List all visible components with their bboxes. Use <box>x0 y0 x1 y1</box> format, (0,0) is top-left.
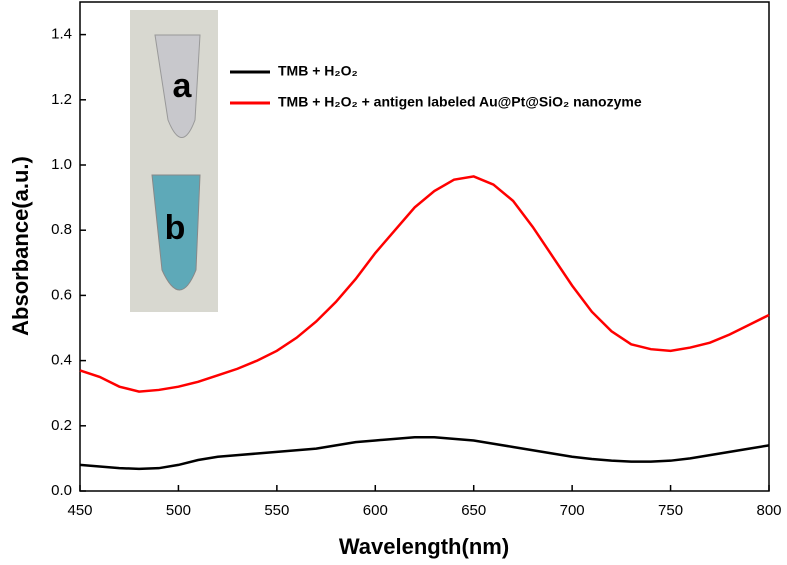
inset-label: b <box>165 209 186 247</box>
legend-text: TMB + H₂O₂ <box>278 63 358 79</box>
x-tick-label: 550 <box>264 502 289 519</box>
x-axis-title: Wavelength(nm) <box>339 534 509 559</box>
tube-b <box>151 174 201 291</box>
tube-a <box>154 34 201 138</box>
x-tick-label: 600 <box>363 502 388 519</box>
series-line <box>79 175 770 393</box>
y-tick-label: 0.8 <box>51 221 72 238</box>
y-tick-label: 0.0 <box>51 482 72 499</box>
y-tick-label: 0.4 <box>51 352 72 369</box>
series-line <box>79 435 770 471</box>
y-tick-label: 1.4 <box>51 26 72 43</box>
x-tick-label: 650 <box>461 502 486 519</box>
x-tick-label: 500 <box>166 502 191 519</box>
y-axis-title: Absorbance(a.u.) <box>8 156 33 336</box>
y-tick-label: 0.6 <box>51 286 72 303</box>
x-tick-label: 800 <box>756 502 781 519</box>
x-tick-label: 450 <box>67 502 92 519</box>
y-tick-label: 0.2 <box>51 417 72 434</box>
y-tick-label: 1.2 <box>51 91 72 108</box>
y-tick-label: 1.0 <box>51 156 72 173</box>
legend-text: TMB + H₂O₂ + antigen labeled Au@Pt@SiO₂ … <box>278 94 642 110</box>
inset-label: a <box>173 67 193 105</box>
x-tick-label: 700 <box>560 502 585 519</box>
plot-frame <box>79 1 770 492</box>
inset-photo: a b <box>130 10 218 312</box>
x-tick-label: 750 <box>658 502 683 519</box>
